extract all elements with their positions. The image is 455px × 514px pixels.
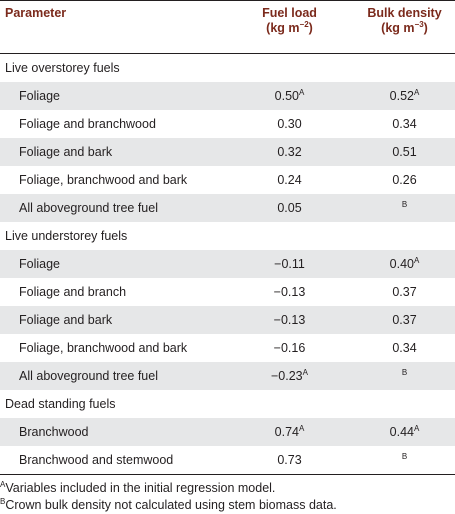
header-fuel-load-unit: (kg m−2) [266, 20, 313, 36]
row-parameter: Branchwood [0, 418, 225, 446]
fuel-load-value: −0.16 [273, 341, 306, 355]
group-title: Live overstorey fuels [5, 61, 120, 75]
row-bulk-density: 0.34 [340, 334, 455, 362]
bulk-density-value: 0.52 [389, 89, 414, 103]
table-body: Live overstorey fuels Foliage 0.50A 0.52A Fo… [0, 54, 455, 475]
fuel-load-value: −0.11 [274, 257, 305, 271]
fuel-load-value: −0.23 [271, 369, 303, 383]
row-parameter: Foliage [0, 250, 225, 278]
row-bulk-density: 0.51 [340, 138, 455, 166]
fuel-load-value: 0.30 [277, 117, 302, 131]
row-bulk-density: 0.52A [340, 82, 455, 110]
row-parameter: All aboveground tree fuel [0, 194, 225, 222]
row-parameter: Foliage, branchwood and bark [19, 341, 188, 355]
row-fuel-load: −0.13 [225, 306, 340, 334]
table-row: Foliage and bark 0.32 0.51 [0, 138, 455, 166]
table-row: Foliage and branchwood 0.30 0.34 [0, 110, 455, 138]
bulk-density-note: A [414, 424, 420, 433]
row-bulk-density: 0.37 [340, 306, 455, 334]
group-row: Dead standing fuels [0, 390, 455, 418]
table-row: Branchwood 0.74A 0.44A [0, 418, 455, 446]
table-row: Foliage −0.11 0.40A [0, 250, 455, 278]
fuel-load-note: A [299, 424, 305, 433]
header-fuel-load: Fuel load (kg m−2) [225, 0, 340, 54]
row-fuel-load: −0.23A [225, 362, 340, 390]
bulk-density-value: 0.44 [389, 425, 414, 439]
bulk-density-note: B [401, 368, 408, 377]
row-parameter: All aboveground tree fuel [0, 362, 225, 390]
row-fuel-load: 0.05 [225, 194, 340, 222]
header-bulk-density: Bulk density (kg m−3) [340, 0, 455, 54]
footnote-a-text: Variables included in the initial regres… [5, 481, 276, 495]
table-row: Branchwood and stemwood 0.73 B [0, 446, 455, 475]
fuel-load-value: 0.24 [277, 173, 302, 187]
fuel-load-value: 0.05 [277, 201, 302, 215]
table-row: All aboveground tree fuel −0.23A B [0, 362, 455, 390]
table-row: Foliage and bark −0.13 0.37 [0, 306, 455, 334]
fuel-load-note: A [302, 368, 308, 377]
row-bulk-density: B [340, 194, 455, 222]
table-header-row: Parameter Fuel load (kg m−2) Bulk densit… [0, 0, 455, 54]
bulk-density-note: A [414, 256, 420, 265]
group-title: Live understorey fuels [5, 229, 128, 243]
table-row: All aboveground tree fuel 0.05 B [0, 194, 455, 222]
bulk-density-value: 0.37 [392, 313, 417, 327]
row-fuel-load: −0.13 [225, 278, 340, 306]
row-fuel-load: 0.50A [225, 82, 340, 110]
row-parameter: Foliage and bark [0, 306, 225, 334]
fuel-load-note: A [299, 88, 305, 97]
row-bulk-density: 0.40A [340, 250, 455, 278]
row-fuel-load: −0.11 [225, 250, 340, 278]
row-fuel-load: 0.32 [225, 138, 340, 166]
row-fuel-load: −0.16 [225, 334, 340, 362]
bulk-density-note: B [401, 200, 408, 209]
fuel-load-value: 0.50 [274, 89, 299, 103]
row-fuel-load: 0.30 [225, 110, 340, 138]
row-parameter: Foliage and branchwood [19, 117, 156, 131]
table-row: Foliage, branchwood and bark −0.16 0.34 [0, 334, 455, 362]
footnote-b-text: Crown bulk density not calculated using … [5, 498, 337, 512]
header-parameter: Parameter [0, 0, 225, 54]
group-title: Dead standing fuels [5, 397, 116, 411]
fuel-load-value: −0.13 [273, 285, 306, 299]
row-parameter: Foliage, branchwood and bark [19, 173, 188, 187]
table-row: Foliage 0.50A 0.52A [0, 82, 455, 110]
header-bulk-density-label: Bulk density [367, 6, 442, 20]
bulk-density-value: 0.26 [392, 173, 417, 187]
row-parameter: Foliage and bark [0, 138, 225, 166]
fuel-load-value: 0.32 [277, 145, 302, 159]
footnotes: AVariables included in the initial regre… [0, 475, 455, 514]
row-fuel-load: 0.74A [225, 418, 340, 446]
row-fuel-load: 0.24 [225, 166, 340, 194]
fuel-load-value: −0.13 [273, 313, 306, 327]
row-bulk-density: 0.44A [340, 418, 455, 446]
bulk-density-value: 0.34 [392, 117, 417, 131]
row-bulk-density: B [340, 446, 455, 475]
row-fuel-load: 0.73 [225, 446, 340, 475]
bulk-density-value: 0.37 [392, 285, 417, 299]
footnote-b: BCrown bulk density not calculated using… [0, 497, 455, 514]
fuel-load-value: 0.74 [274, 425, 299, 439]
table-row: Foliage and branch −0.13 0.37 [0, 278, 455, 306]
bulk-density-note: A [414, 88, 420, 97]
header-fuel-load-label: Fuel load [262, 6, 317, 20]
footnote-a: AVariables included in the initial regre… [0, 480, 455, 497]
header-bulk-density-unit: (kg m−3) [381, 20, 428, 36]
bulk-density-value: 0.51 [392, 145, 417, 159]
group-row: Live understorey fuels [0, 222, 455, 250]
row-bulk-density: 0.34 [340, 110, 455, 138]
group-row: Live overstorey fuels [0, 54, 455, 83]
table-row: Foliage, branchwood and bark 0.24 0.26 [0, 166, 455, 194]
bulk-density-value: 0.40 [389, 257, 414, 271]
row-bulk-density: 0.26 [340, 166, 455, 194]
bulk-density-note: B [401, 452, 408, 461]
row-parameter: Foliage and branch [19, 285, 127, 299]
row-bulk-density: 0.37 [340, 278, 455, 306]
bulk-density-value: 0.34 [392, 341, 417, 355]
fuel-load-value: 0.73 [277, 453, 302, 467]
row-parameter: Branchwood and stemwood [0, 446, 225, 475]
row-parameter: Foliage [0, 82, 225, 110]
row-bulk-density: B [340, 362, 455, 390]
fuel-parameter-table: Parameter Fuel load (kg m−2) Bulk densit… [0, 0, 455, 475]
